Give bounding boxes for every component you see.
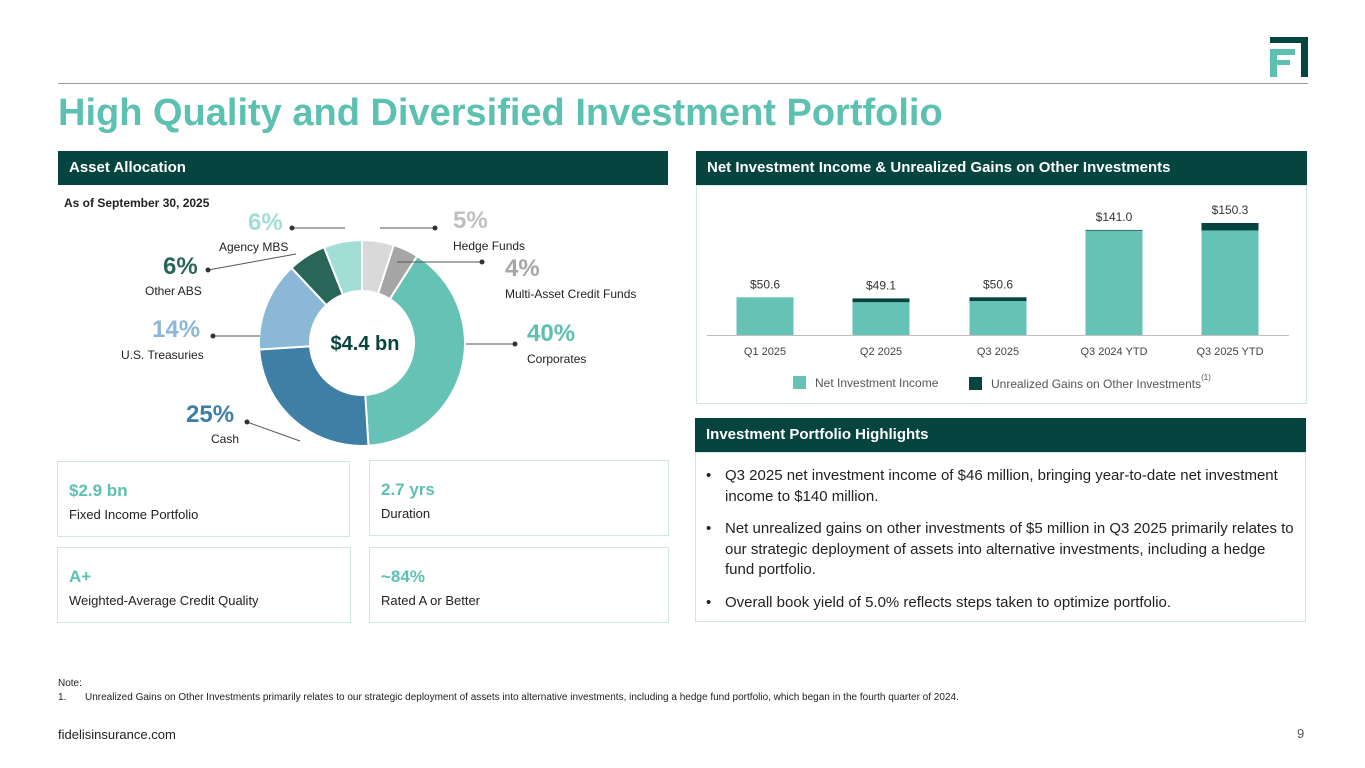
bar-nii-q2-2025 <box>852 302 910 335</box>
kpi-rated-a: ~84% Rated A or Better <box>369 547 669 623</box>
multi-asset-credit-pct: 4% <box>505 255 540 282</box>
highlights-list: Q3 2025 net investment income of $46 mil… <box>706 466 1296 625</box>
bar-total-label: $50.6 <box>750 277 780 291</box>
donut-slice-agency-mbs <box>322 238 363 296</box>
leader-line <box>207 253 297 271</box>
bar-nii-q3-2024-ytd <box>1085 230 1143 335</box>
kpi-label: Duration <box>381 506 431 521</box>
asset-allocation-donut: $4.4 bn <box>205 225 518 447</box>
x-tick-label: Q3 2025 YTD <box>1196 346 1263 358</box>
multi-asset-credit-label: Multi-Asset Credit Funds <box>505 287 637 301</box>
legend-label: Net Investment Income <box>815 376 939 390</box>
x-tick-label: Q3 2025 <box>977 346 1019 358</box>
highlights-header: Investment Portfolio Highlights <box>695 418 1306 452</box>
other-abs-label: Other ABS <box>145 284 202 298</box>
x-tick-label: Q1 2025 <box>744 346 786 358</box>
kpi-credit-quality: A+ Weighted-Average Credit Quality <box>57 547 351 623</box>
bar-unrealized-q3-2025 <box>969 297 1027 302</box>
leader-dot <box>479 259 485 265</box>
bar-nii-q1-2025 <box>736 297 794 335</box>
hedge-funds-pct: 5% <box>453 207 488 234</box>
highlight-item: Q3 2025 net investment income of $46 mil… <box>706 466 1296 507</box>
leader-dot <box>205 267 211 273</box>
donut-center-label: $4.4 bn <box>331 333 400 355</box>
footnote-text: Unrealized Gains on Other Investments pr… <box>85 692 959 703</box>
nii-bar-chart: $50.6 Q1 2025 $49.1 Q2 2025 $50.6 Q3 2025 $141… <box>707 203 1289 358</box>
kpi-value: $2.9 bn <box>69 481 128 500</box>
x-tick-label: Q3 2024 YTD <box>1080 346 1147 358</box>
leader-dot <box>210 333 216 339</box>
footnote-number: 1. <box>58 692 67 703</box>
top-divider <box>58 83 1308 84</box>
highlight-item: Net unrealized gains on other investment… <box>706 519 1296 581</box>
page-title: High Quality and Diversified Investment … <box>58 92 943 134</box>
cash-pct: 25% <box>186 401 235 428</box>
highlight-item: Overall book yield of 5.0% reflects step… <box>706 593 1296 614</box>
leader-line <box>246 421 301 442</box>
bar-unrealized-q3-2024-ytd <box>1085 229 1143 231</box>
kpi-fixed-income: $2.9 bn Fixed Income Portfolio <box>57 461 350 537</box>
bar-total-label: $49.1 <box>866 278 896 292</box>
bar-unrealized-q3-2025-ytd <box>1201 223 1259 231</box>
corporates-pct: 40% <box>527 320 576 347</box>
legend-label: Unrealized Gains on Other Investments <box>991 377 1202 391</box>
bar-total-label: $141.0 <box>1096 210 1133 224</box>
as-of-date: As of September 30, 2025 <box>64 196 210 210</box>
kpi-value: ~84% <box>381 567 425 586</box>
us-treasuries-pct: 14% <box>152 316 201 343</box>
bar-unrealized-q2-2025 <box>852 298 910 303</box>
kpi-value: 2.7 yrs <box>381 480 435 499</box>
donut-slice-corporates <box>364 254 466 447</box>
agency-mbs-pct: 6% <box>248 209 283 236</box>
agency-mbs-label: Agency MBS <box>219 240 289 254</box>
legend-swatch <box>793 376 806 389</box>
other-abs-pct: 6% <box>163 253 198 280</box>
leader-dot <box>432 225 438 231</box>
cash-label: Cash <box>211 432 240 446</box>
hedge-funds-label: Hedge Funds <box>453 239 526 253</box>
asset-allocation-header: Asset Allocation <box>58 151 668 185</box>
donut-slice-cash <box>258 345 370 447</box>
kpi-duration: 2.7 yrs Duration <box>369 460 669 536</box>
bar-nii-q3-2025-ytd <box>1201 230 1259 335</box>
note-title: Note: <box>58 678 82 689</box>
footer-url[interactable]: fidelisinsurance.com <box>58 727 176 742</box>
bar-nii-q3-2025 <box>969 301 1027 335</box>
nii-header: Net Investment Income & Unrealized Gains… <box>696 151 1307 185</box>
bar-total-label: $50.6 <box>983 277 1013 291</box>
legend-swatch <box>969 377 982 390</box>
legend-nii: Net Investment Income <box>793 376 938 390</box>
footnote: 1. Unrealized Gains on Other Investments … <box>58 692 959 703</box>
fidelis-logo <box>1270 37 1308 77</box>
corporates-label: Corporates <box>527 352 587 366</box>
page-number: 9 <box>1297 726 1305 741</box>
bar-total-label: $150.3 <box>1212 203 1249 217</box>
kpi-label: Weighted-Average Credit Quality <box>69 593 259 608</box>
footnote-marker: (1) <box>1201 373 1211 382</box>
leader-dot <box>289 225 295 231</box>
x-tick-label: Q2 2025 <box>860 346 902 358</box>
kpi-label: Rated A or Better <box>381 593 481 608</box>
us-treasuries-label: U.S. Treasuries <box>121 348 204 362</box>
leader-dot <box>512 341 518 347</box>
legend-unrealized: Unrealized Gains on Other Investments(1) <box>969 373 1211 391</box>
leader-dot <box>244 419 250 425</box>
kpi-value: A+ <box>69 567 92 586</box>
kpi-label: Fixed Income Portfolio <box>69 507 199 522</box>
